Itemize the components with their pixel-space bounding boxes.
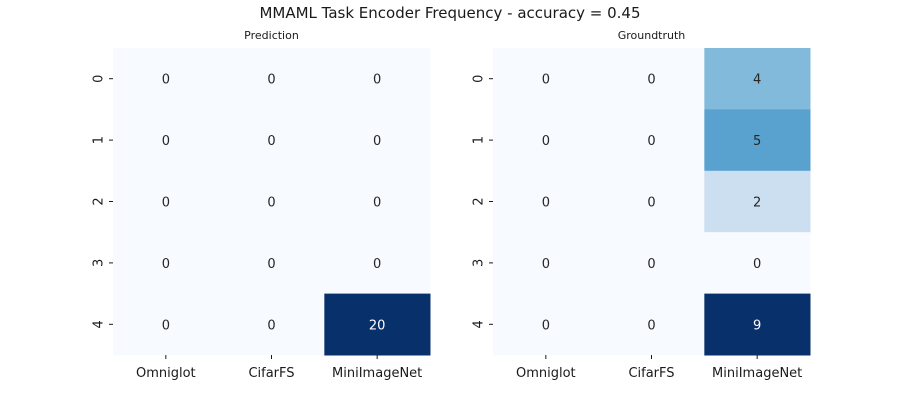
- cell-value-label: 0: [162, 73, 170, 88]
- groundtruth-heatmap: Groundtruth 0 0 4 0 0 5 0 0 2 0 0 0 0 0 9 0 1 2 3 4 Omniglot C…: [472, 29, 811, 381]
- cell-value-label: 0: [162, 134, 170, 149]
- heatmap-cell: [113, 109, 220, 172]
- cell-value-label: 0: [647, 318, 655, 333]
- heatmap-cell: [704, 232, 811, 295]
- y-tick-label: 0: [92, 75, 107, 83]
- cell-value-label: 9: [753, 318, 761, 333]
- cell-value-label: 0: [542, 318, 550, 333]
- heatmap-cell: [113, 293, 220, 356]
- heatmap-cell: [704, 109, 811, 172]
- cell-value-label: 5: [753, 134, 761, 149]
- y-tick-label: 3: [92, 259, 107, 267]
- y-tick-label: 3: [472, 259, 487, 267]
- cell-value-label: 0: [542, 134, 550, 149]
- y-tick-label: 0: [472, 75, 487, 83]
- heatmap-cell: [218, 48, 325, 110]
- cell-value-label: 0: [267, 134, 275, 149]
- cell-value-label: 0: [373, 73, 381, 88]
- cell-value-label: 2: [753, 196, 761, 211]
- cell-value-label: 20: [369, 318, 386, 333]
- heatmap-cell: [218, 109, 325, 172]
- cell-value-label: 0: [542, 73, 550, 88]
- cell-value-label: 0: [267, 257, 275, 272]
- x-tick-label: MiniImageNet: [332, 366, 422, 381]
- x-tick-label: CifarFS: [248, 366, 294, 381]
- cell-value-label: 0: [647, 134, 655, 149]
- cell-value-label: 0: [373, 257, 381, 272]
- cell-value-label: 0: [267, 318, 275, 333]
- heatmap-cell: [324, 232, 431, 295]
- heatmap-cell: [113, 232, 220, 295]
- x-tick-label: MiniImageNet: [712, 366, 802, 381]
- cell-value-label: 0: [373, 196, 381, 211]
- heatmap-cell: [704, 170, 811, 233]
- cell-value-label: 0: [162, 196, 170, 211]
- cell-value-label: 0: [162, 257, 170, 272]
- cell-value-label: 0: [267, 73, 275, 88]
- heatmap-cell: [598, 293, 705, 356]
- heatmap-cell: [493, 170, 600, 233]
- heatmap-cell: [493, 293, 600, 356]
- heatmap-cell: [704, 48, 811, 110]
- heatmap-cell: [493, 232, 600, 295]
- cell-value-label: 0: [267, 196, 275, 211]
- x-tick-label: CifarFS: [628, 366, 674, 381]
- heatmap-cell: [598, 109, 705, 172]
- x-tick-label: Omniglot: [516, 366, 576, 381]
- heatmap-cell: [218, 293, 325, 356]
- cell-value-label: 0: [162, 318, 170, 333]
- x-tick-label: Omniglot: [136, 366, 196, 381]
- heatmap-cell: [493, 48, 600, 110]
- heatmap-cell: [113, 170, 220, 233]
- heatmap-cell: [493, 109, 600, 172]
- heatmap-cell: [218, 232, 325, 295]
- heatmap-cell: [324, 109, 431, 172]
- y-tick-label: 1: [472, 136, 487, 144]
- cell-value-label: 4: [753, 73, 761, 88]
- panel-title: Groundtruth: [618, 29, 686, 42]
- cell-value-label: 0: [542, 196, 550, 211]
- heatmap-cell: [324, 293, 431, 356]
- heatmap-cell: [598, 170, 705, 233]
- cell-value-label: 0: [373, 134, 381, 149]
- heatmap-cell: [324, 48, 431, 110]
- prediction-heatmap: Prediction 0 0 0 0 0 0 0 0 0 0 0 0 0 0 20 0 1 2 3 4 Omniglot C…: [92, 29, 431, 381]
- cell-value-label: 0: [753, 257, 761, 272]
- cell-value-label: 0: [647, 257, 655, 272]
- heatmap-cell: [598, 232, 705, 295]
- cell-value-label: 0: [542, 257, 550, 272]
- heatmap-cell: [218, 170, 325, 233]
- panel-title: Prediction: [244, 29, 299, 42]
- heatmap-cell: [704, 293, 811, 356]
- y-tick-label: 4: [92, 320, 107, 328]
- cell-value-label: 0: [647, 196, 655, 211]
- figure-title: MMAML Task Encoder Frequency - accuracy …: [259, 4, 641, 22]
- y-tick-label: 2: [472, 197, 487, 205]
- y-tick-label: 2: [92, 197, 107, 205]
- heatmap-cell: [598, 48, 705, 110]
- heatmap-cell: [324, 170, 431, 233]
- y-tick-label: 4: [472, 320, 487, 328]
- heatmap-cell: [113, 48, 220, 110]
- y-tick-label: 1: [92, 136, 107, 144]
- cell-value-label: 0: [647, 73, 655, 88]
